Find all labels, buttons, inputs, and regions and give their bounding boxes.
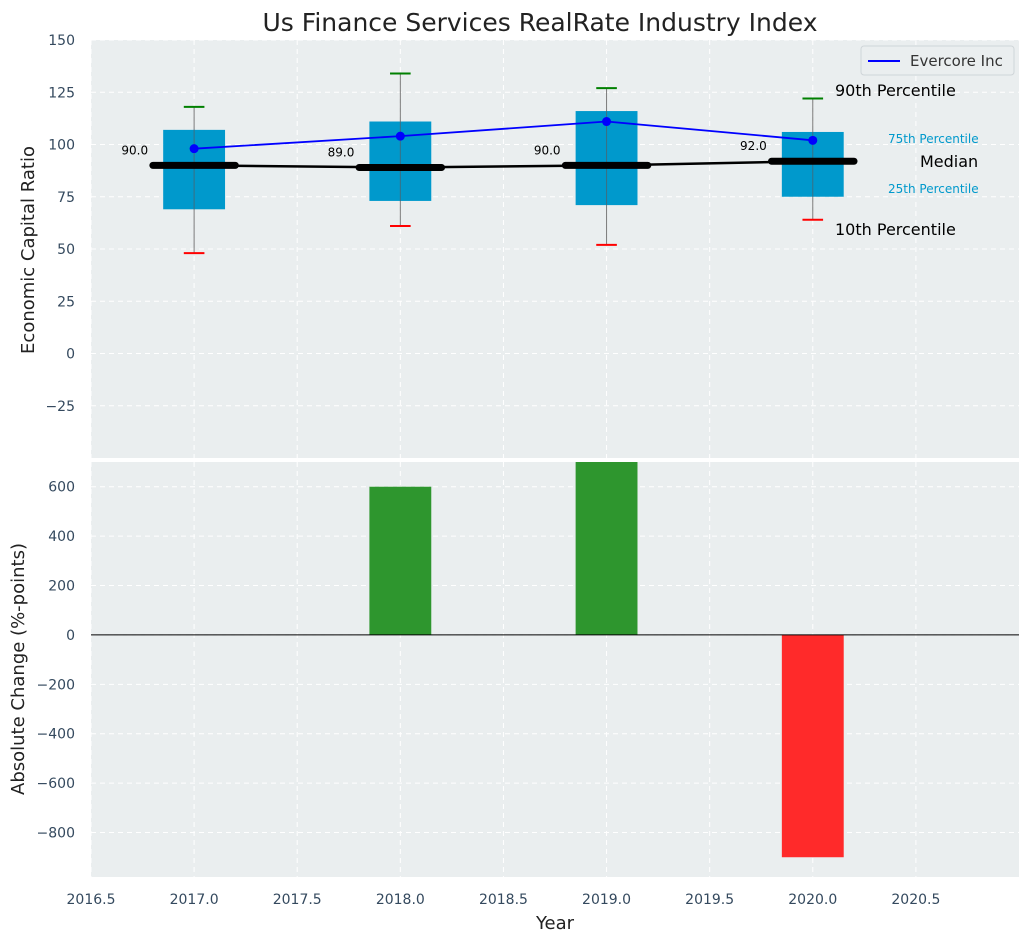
x-tick-label: 2019.0 [582,892,631,908]
x-axis: 2016.5 2017.0 2017.5 2018.0 2018.5 2019.0 2019… [67,892,941,908]
x-tick-label: 2017.5 [273,892,322,908]
x-tick-label: 2018.5 [479,892,528,908]
annotation-median: Median [920,152,978,171]
bottom-y-tick-label: 400 [48,529,75,545]
median-value-label: 90.0 [121,143,148,157]
series-line-evercore [194,120,813,150]
annotation-75th: 75th Percentile [888,132,979,146]
top-y-axis: −25 0 25 50 75 100 125 150 [45,33,75,415]
annotation-90th: 90th Percentile [835,81,956,100]
x-axis-label: Year [535,913,575,934]
bar-layer [91,462,1019,858]
x-tick-label: 2017.0 [170,892,219,908]
x-tick-label: 2020.5 [891,892,940,908]
bottom-y-tick-label: 600 [48,480,75,496]
series-point-evercore [395,131,405,141]
top-y-tick-label: 25 [57,294,75,310]
legend: Evercore Inc [860,45,1015,76]
top-y-tick-label: 50 [57,242,75,258]
series-point-evercore [602,117,612,127]
bottom-y-axis: −800 −600 −400 −200 0 200 400 600 [37,480,75,842]
bottom-panel-background [91,462,1019,877]
median-value-label: 89.0 [328,145,355,159]
x-tick-label: 2019.5 [685,892,734,908]
chart-title: Us Finance Services RealRate Industry In… [263,8,818,37]
top-y-tick-label: −25 [45,399,75,415]
x-tick-label: 2020.0 [788,892,837,908]
top-y-tick-label: 125 [48,85,75,101]
top-y-axis-label: Economic Capital Ratio [18,146,39,354]
top-y-tick-label: 0 [66,347,75,363]
top-y-tick-label: 100 [48,138,75,154]
bottom-y-tick-label: 0 [66,628,75,644]
legend-label-evercore: Evercore Inc [910,52,1003,70]
median-value-label: 90.0 [534,143,561,157]
top-y-tick-label: 150 [48,33,75,49]
legend-box [860,45,1015,76]
top-panel-grid [90,39,1019,458]
bottom-y-tick-label: −800 [37,826,75,842]
change-bar [781,634,844,858]
series-point-evercore [189,144,199,154]
x-tick-label: 2018.0 [376,892,425,908]
annotation-25th: 25th Percentile [888,182,979,196]
median-value-label: 92.0 [740,139,767,153]
bottom-y-tick-label: 200 [48,579,75,595]
bottom-y-tick-label: −600 [37,776,75,792]
x-tick-label: 2016.5 [67,892,116,908]
change-bar [369,486,432,635]
series-point-evercore [808,135,818,145]
annotation-10th: 10th Percentile [835,220,956,239]
top-y-tick-label: 75 [57,190,75,206]
box-plot-layer: 90.0 89.0 90.0 92.0 [121,72,858,255]
change-bar [575,462,638,635]
median-trend-line [194,159,813,169]
bottom-y-tick-label: −400 [37,727,75,743]
bottom-y-axis-label: Absolute Change (%-points) [8,543,29,795]
bottom-y-tick-label: −200 [37,677,75,693]
